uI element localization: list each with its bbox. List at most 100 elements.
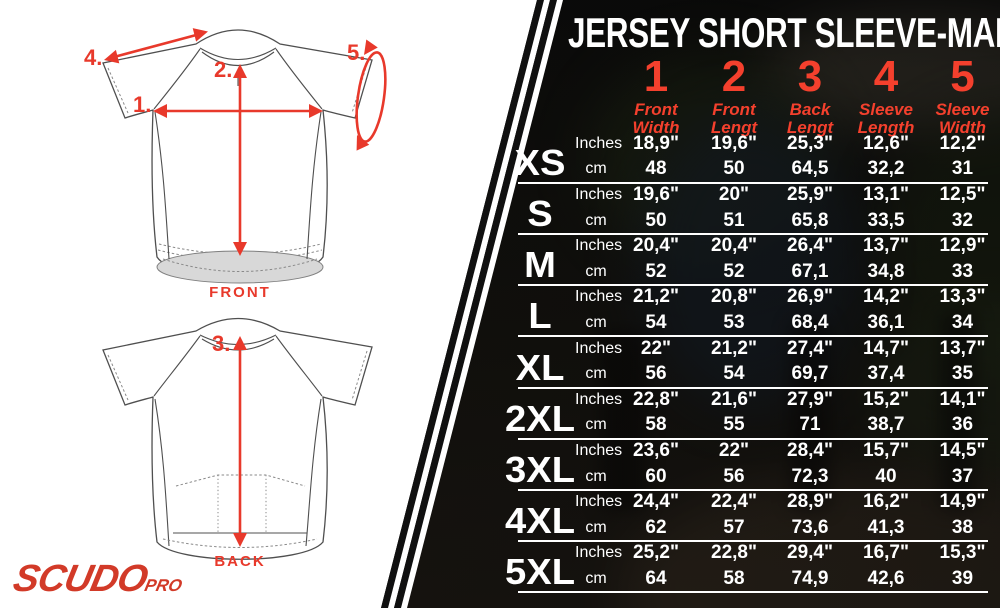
value-cm: 62 [645, 516, 667, 538]
value-cm: 32 [951, 209, 974, 231]
unit-label-cm: cm [585, 467, 607, 485]
value-inches: 15,3" [939, 542, 986, 564]
value-cm: 58 [723, 567, 745, 589]
value-cm: 50 [645, 209, 667, 231]
size-label: XL [515, 346, 565, 388]
value-inches: 27,4" [787, 337, 833, 359]
value-inches: 22" [640, 337, 672, 359]
marker-3: 3. [212, 331, 230, 356]
marker-1: 1. [133, 92, 151, 117]
value-cm: 53 [723, 311, 745, 333]
value-cm: 65,8 [791, 209, 829, 231]
value-cm: 51 [723, 209, 745, 231]
value-cm: 35 [951, 363, 974, 385]
table-row: 5XL Inches cm 25,2" 22,8" 29,4" 16,7" 15,3" 6… [505, 541, 1000, 594]
value-cm: 56 [723, 465, 745, 487]
value-cm: 52 [723, 260, 745, 282]
value-cm: 68,4 [791, 311, 829, 333]
value-inches: 12,5" [939, 184, 986, 205]
value-inches: 22,4" [711, 491, 757, 513]
value-inches: 16,2" [863, 491, 909, 513]
value-cm: 36 [951, 414, 974, 436]
value-inches: 20" [718, 184, 750, 205]
value-inches: 25,9" [787, 184, 833, 205]
marker-2: 2. [214, 57, 232, 82]
front-width-arrow [153, 104, 323, 118]
column-label: Sleeve Length [857, 100, 915, 137]
value-inches: 14,7" [863, 337, 909, 359]
value-inches: 14,9" [939, 491, 986, 513]
value-cm: 52 [645, 260, 667, 282]
value-cm: 74,9 [791, 567, 829, 589]
marker-4: 4. [84, 45, 102, 70]
table-row: S Inches cm 19,6" 20" 25,9" 13,1" 12,5" 50 51 6… [505, 183, 1000, 235]
value-inches: 16,7" [863, 542, 909, 564]
value-inches: 26,9" [787, 286, 833, 308]
value-inches: 22,8" [633, 388, 679, 410]
column-header: 3 Back Lengt [773, 52, 847, 137]
value-cm: 41,3 [867, 516, 905, 538]
value-inches: 26,4" [787, 235, 833, 257]
unit-label-inches: Inches [575, 186, 623, 203]
table-row: 2XL Inches cm 22,8" 21,6" 27,9" 15,2" 14,1" 5… [505, 388, 1000, 440]
unit-label-inches: Inches [575, 288, 623, 306]
column-headers: 1 Front Width 2 Front Lengt 3 Back Lengt… [505, 52, 1000, 137]
value-cm: 38 [951, 516, 974, 538]
column-label: Front Width [632, 100, 680, 137]
column-label: Sleeve Width [935, 100, 990, 137]
column-number: 1 [643, 52, 669, 101]
value-inches: 13,1" [863, 184, 909, 205]
value-inches: 15,2" [863, 388, 909, 410]
value-inches: 12,9" [939, 235, 986, 257]
unit-label-inches: Inches [575, 442, 623, 459]
column-number: 5 [950, 52, 975, 101]
table-row: M Inches cm 20,4" 20,4" 26,4" 13,7" 12,9" 52 5… [505, 234, 1000, 287]
value-inches: 29,4" [787, 542, 833, 564]
unit-label-inches: Inches [575, 390, 623, 408]
value-cm: 31 [951, 158, 974, 180]
unit-label-cm: cm [585, 262, 607, 280]
value-inches: 13,7" [863, 235, 909, 257]
value-cm: 34 [951, 311, 974, 333]
value-inches: 12,6" [863, 132, 909, 154]
unit-label-inches: Inches [575, 339, 623, 357]
value-cm: 64,5 [791, 158, 829, 180]
value-inches: 21,6" [711, 388, 757, 410]
value-inches: 19,6" [711, 132, 757, 154]
table-row: XS Inches cm 18,9" 19,6" 25,3" 12,6" 12,2" 48… [505, 132, 1000, 184]
size-label: 4XL [505, 500, 575, 542]
table-row: L Inches cm 21,2" 20,8" 26,9" 14,2" 13,3" 54 5… [505, 285, 1000, 338]
value-cm: 54 [723, 363, 745, 385]
value-cm: 67,1 [791, 260, 829, 282]
column-header: 5 Sleeve Width [925, 52, 1000, 137]
value-inches: 18,9" [633, 132, 679, 154]
size-label: 5XL [505, 551, 575, 593]
value-inches: 21,2" [711, 337, 757, 359]
table-row: XL Inches cm 22" 21,2" 27,4" 14,7" 13,7" 56 54… [505, 337, 1000, 389]
size-label: S [527, 193, 553, 234]
value-inches: 28,4" [787, 440, 833, 461]
value-cm: 34,8 [867, 260, 905, 282]
front-jersey: 4. 2. 1. 5. FRONT [84, 28, 387, 301]
page-title: JERSEY SHORT SLEEVE-MAN [568, 9, 1000, 56]
value-cm: 33 [951, 260, 974, 282]
front-length-arrow [233, 64, 247, 256]
value-cm: 37,4 [867, 363, 905, 385]
value-cm: 39 [951, 567, 974, 589]
unit-label-inches: Inches [575, 493, 623, 511]
sleeve-width-arrow [355, 39, 387, 151]
column-number: 4 [873, 52, 899, 101]
value-cm: 48 [645, 158, 667, 180]
value-inches: 12,2" [939, 132, 986, 154]
sleeve-length-arrow [104, 28, 208, 64]
size-label: XS [514, 141, 566, 183]
value-cm: 50 [723, 158, 745, 180]
value-inches: 25,3" [787, 132, 833, 154]
size-label: L [528, 295, 552, 337]
back-jersey: 3. BACK [102, 317, 373, 570]
column-number: 3 [797, 52, 823, 101]
value-inches: 13,3" [939, 286, 986, 308]
back-caption: BACK [214, 553, 265, 570]
unit-label-cm: cm [585, 518, 607, 536]
